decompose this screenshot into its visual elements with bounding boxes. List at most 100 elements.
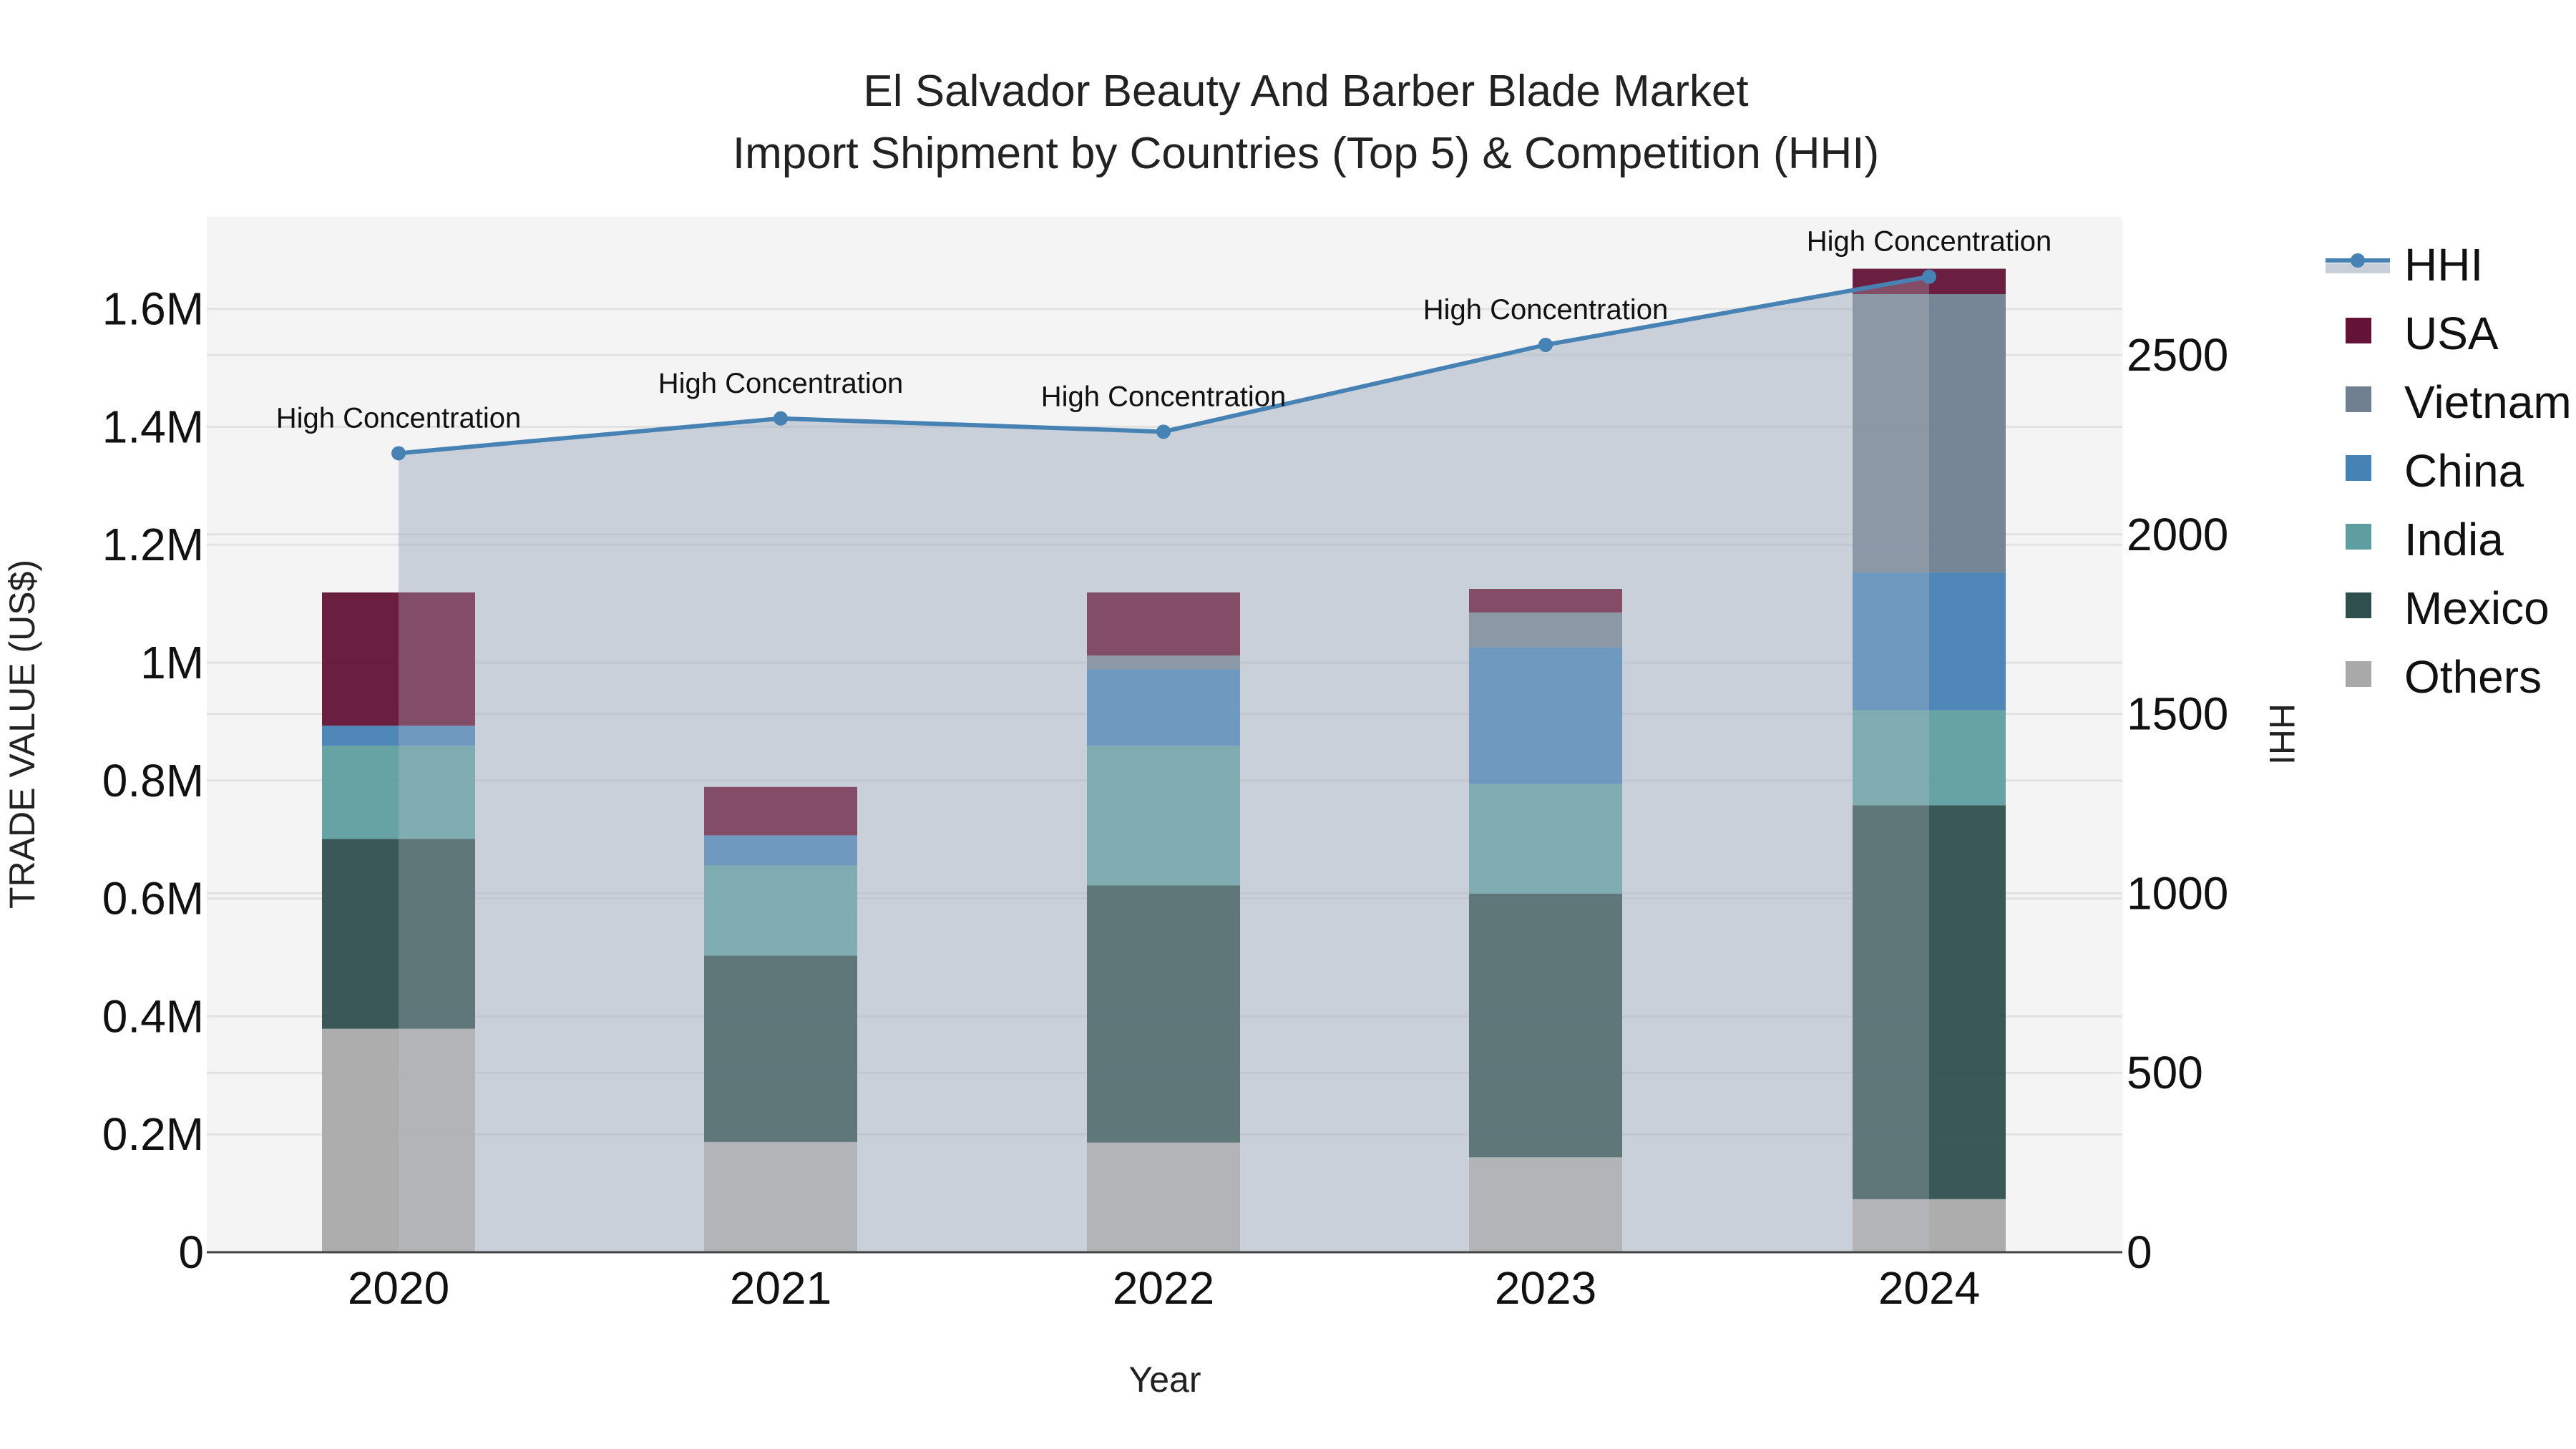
y-right-tick-label: 500: [2127, 1047, 2203, 1098]
bar-segment-mexico[interactable]: [781, 955, 857, 1142]
legend-swatch-icon: [2346, 524, 2371, 550]
bar-segment-vietnam[interactable]: [1163, 655, 1240, 670]
hhi-marker[interactable]: [774, 411, 788, 426]
legend-label: India: [2404, 514, 2504, 565]
bar-segment-mexico[interactable]: [1163, 885, 1240, 1143]
bar-segment-usa[interactable]: [781, 786, 857, 836]
bar-segment-usa[interactable]: [1929, 268, 2006, 294]
legend-item-india[interactable]: India: [2346, 514, 2504, 565]
stacked-bars-left-half: [322, 268, 1929, 1252]
bar-segment-others[interactable]: [781, 1141, 857, 1252]
legend: HHI USA Vietnam China India Mexico Others: [2326, 239, 2572, 703]
hhi-line: [391, 269, 1936, 461]
legend-item-hhi[interactable]: HHI: [2326, 239, 2483, 291]
legend-label: USA: [2404, 308, 2499, 359]
bar-segment-india[interactable]: [1853, 710, 1929, 806]
legend-item-vietnam[interactable]: Vietnam: [2346, 376, 2572, 428]
legend-label: Others: [2404, 651, 2542, 703]
bar-segment-mexico[interactable]: [704, 955, 781, 1142]
bar-segment-others[interactable]: [1546, 1157, 1622, 1252]
y-left-tick-label: 1.2M: [102, 519, 204, 570]
bar-segment-usa[interactable]: [1469, 589, 1546, 613]
y-left-tick-label: 0.8M: [102, 755, 204, 806]
x-tick-label: 2022: [1113, 1262, 1214, 1314]
bar-segment-india[interactable]: [322, 746, 399, 839]
bar-segment-china[interactable]: [1163, 669, 1240, 746]
bar-segment-india[interactable]: [1546, 784, 1622, 894]
bar-segment-mexico[interactable]: [1087, 885, 1163, 1143]
hhi-marker[interactable]: [1538, 337, 1553, 352]
legend-swatch-icon: [2346, 318, 2371, 343]
bar-segment-mexico[interactable]: [1929, 805, 2006, 1199]
hhi-marker[interactable]: [1922, 269, 1936, 284]
legend-swatch-icon: [2346, 455, 2371, 481]
bar-segment-india[interactable]: [781, 865, 857, 956]
bar-segment-china[interactable]: [1929, 572, 2006, 711]
bar-segment-others[interactable]: [704, 1141, 781, 1252]
bar-segment-india[interactable]: [704, 865, 781, 956]
bar-segment-vietnam[interactable]: [1853, 294, 1929, 572]
bar-segment-india[interactable]: [1087, 746, 1163, 886]
bar-segment-usa[interactable]: [322, 592, 399, 726]
bar-segment-mexico[interactable]: [322, 839, 399, 1029]
bar-segment-china[interactable]: [1087, 669, 1163, 746]
bar-segment-china[interactable]: [1469, 647, 1546, 784]
legend-item-others[interactable]: Others: [2346, 651, 2542, 703]
bar-segment-mexico[interactable]: [1546, 894, 1622, 1158]
legend-item-usa[interactable]: USA: [2346, 308, 2499, 359]
left-axis-ticks: 0 0.2M 0.4M 0.6M 0.8M 1M 1.2M 1.4M 1.6M: [102, 283, 204, 1278]
bar-segment-vietnam[interactable]: [1469, 612, 1546, 648]
chart-title-line2: Import Shipment by Countries (Top 5) & C…: [733, 129, 1879, 178]
bar-segment-china[interactable]: [1546, 647, 1622, 784]
y-left-tick-label: 1M: [140, 637, 204, 688]
chart-title-line1: El Salvador Beauty And Barber Blade Mark…: [863, 67, 1748, 116]
x-tick-label: 2021: [730, 1262, 831, 1314]
hhi-annotation: High Concentration: [1807, 226, 2051, 258]
bar-segment-usa[interactable]: [1546, 589, 1622, 613]
bar-segment-others[interactable]: [1087, 1142, 1163, 1252]
bar-segment-others[interactable]: [399, 1028, 475, 1252]
bar-segment-vietnam[interactable]: [1929, 294, 2006, 572]
legend-swatch-icon: [2346, 386, 2371, 412]
hhi-marker[interactable]: [1156, 424, 1171, 439]
bar-segment-china[interactable]: [1853, 572, 1929, 711]
right-axis-ticks: 0 500 1000 1500 2000 2500: [2127, 329, 2228, 1278]
bar-segment-china[interactable]: [704, 835, 781, 866]
hhi-marker[interactable]: [391, 446, 406, 461]
bar-segment-others[interactable]: [1163, 1142, 1240, 1252]
bar-segment-others[interactable]: [1929, 1199, 2006, 1252]
legend-item-china[interactable]: China: [2346, 445, 2524, 497]
bar-segment-mexico[interactable]: [1469, 894, 1546, 1158]
bar-segment-mexico[interactable]: [1853, 805, 1929, 1199]
y-right-tick-label: 2000: [2127, 509, 2228, 560]
bar-segment-mexico[interactable]: [399, 839, 475, 1029]
bar-segment-usa[interactable]: [1163, 592, 1240, 656]
bar-segment-india[interactable]: [1929, 710, 2006, 806]
x-tick-label: 2020: [348, 1262, 449, 1314]
y-right-tick-label: 1000: [2127, 867, 2228, 919]
legend-hhi-fill-icon: [2326, 263, 2390, 273]
bar-segment-others[interactable]: [322, 1028, 399, 1252]
y-right-tick-label: 1500: [2127, 688, 2228, 740]
bar-segment-india[interactable]: [1163, 746, 1240, 886]
bar-segment-china[interactable]: [322, 726, 399, 746]
bar-segment-india[interactable]: [399, 746, 475, 839]
bar-segment-china[interactable]: [399, 726, 475, 746]
bar-segment-usa[interactable]: [704, 786, 781, 836]
hhi-annotation: High Concentration: [1423, 294, 1668, 326]
bar-segment-usa[interactable]: [399, 592, 475, 726]
bar-segment-vietnam[interactable]: [1087, 655, 1163, 670]
hhi-annotations: High Concentration High Concentration High…: [276, 226, 2051, 434]
legend-item-mexico[interactable]: Mexico: [2346, 582, 2550, 634]
bar-segment-others[interactable]: [1853, 1199, 1929, 1252]
bar-segment-others[interactable]: [1469, 1157, 1546, 1252]
bar-segment-usa[interactable]: [1087, 592, 1163, 656]
bar-segment-india[interactable]: [1469, 784, 1546, 894]
bar-segment-vietnam[interactable]: [1546, 612, 1622, 648]
bar-segment-china[interactable]: [781, 835, 857, 866]
y-left-tick-label: 1.4M: [102, 401, 204, 452]
y-right-tick-label: 0: [2127, 1226, 2152, 1278]
y-right-tick-label: 2500: [2127, 329, 2228, 381]
legend-label: HHI: [2404, 239, 2483, 291]
